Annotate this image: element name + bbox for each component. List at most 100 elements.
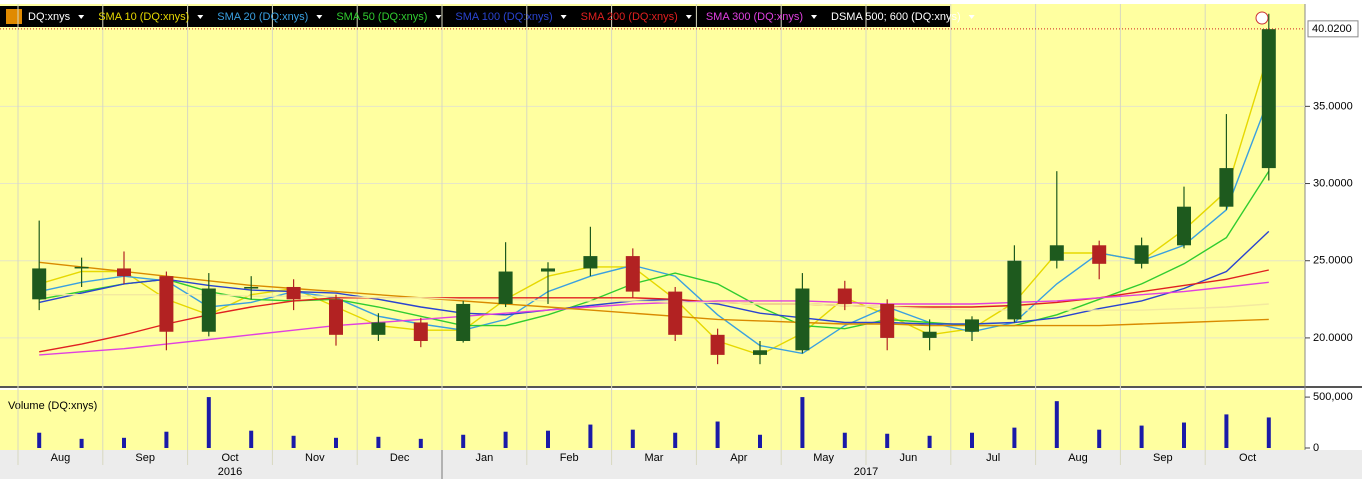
legend-label: DSMA 500; 600 (DQ:xnys) bbox=[831, 11, 961, 23]
volume-bar bbox=[800, 397, 805, 448]
volume-bar bbox=[715, 421, 720, 448]
volume-bar bbox=[970, 432, 974, 448]
candle-body bbox=[583, 256, 598, 269]
volume-bar bbox=[37, 432, 42, 448]
volume-bar bbox=[1182, 422, 1186, 448]
volume-bar bbox=[1097, 429, 1102, 448]
volume-bar bbox=[334, 437, 338, 448]
legend-dropdown bbox=[197, 15, 204, 19]
candle-body bbox=[795, 288, 810, 351]
x-tick-label: Sep bbox=[1153, 452, 1173, 464]
volume-bar bbox=[546, 430, 550, 448]
candle-body bbox=[668, 291, 683, 335]
y-tick-label: 0 bbox=[1313, 442, 1319, 454]
candle-body bbox=[625, 256, 640, 292]
x-tick-label: Nov bbox=[305, 452, 325, 464]
legend-dropdown bbox=[78, 15, 85, 19]
candle-body bbox=[965, 319, 979, 332]
candle-body bbox=[710, 334, 725, 355]
volume-bar bbox=[927, 435, 932, 448]
volume-bar bbox=[1266, 417, 1271, 448]
x-tick-label: May bbox=[813, 452, 834, 464]
legend-dropdown bbox=[685, 15, 692, 19]
x-tick-label: Mar bbox=[645, 452, 664, 464]
candle-body bbox=[753, 350, 767, 355]
candle-body bbox=[498, 271, 513, 304]
x-tick-label: Dec bbox=[390, 452, 410, 464]
volume-bar bbox=[1054, 401, 1059, 448]
volume-bar bbox=[1012, 427, 1017, 448]
x-tick-label: Aug bbox=[1068, 452, 1088, 464]
candle-body bbox=[74, 266, 89, 269]
year-label: 2016 bbox=[218, 466, 242, 478]
candle-body bbox=[1092, 245, 1107, 264]
candle-body bbox=[1177, 206, 1191, 246]
clock-icon bbox=[1255, 11, 1269, 25]
legend-dropdown bbox=[811, 15, 818, 19]
legend-dropdown bbox=[560, 15, 567, 19]
candle-body bbox=[1134, 245, 1149, 264]
candle-body bbox=[371, 322, 386, 335]
y-tick-label: 20.0000 bbox=[1313, 332, 1353, 344]
candle-body bbox=[201, 288, 216, 332]
y-tick-label: 35.0000 bbox=[1313, 100, 1353, 112]
volume-bar bbox=[418, 438, 423, 448]
year-label: 2017 bbox=[854, 466, 878, 478]
x-axis-strip bbox=[0, 450, 1362, 479]
legend-label: SMA 200 (DQ:xnys) bbox=[581, 11, 678, 23]
candle-body bbox=[922, 331, 937, 338]
x-tick-label: Sep bbox=[135, 452, 155, 464]
last-price-box bbox=[1307, 20, 1359, 38]
volume-bar bbox=[673, 432, 678, 448]
volume-bar bbox=[376, 436, 381, 448]
volume-bar bbox=[842, 432, 847, 448]
volume-title: Volume (DQ:xnys) bbox=[8, 400, 97, 412]
last-price-label: 40.0200 bbox=[1312, 23, 1352, 35]
x-tick-label: Jul bbox=[986, 452, 1000, 464]
legend-label: SMA 10 (DQ:xnys) bbox=[98, 11, 189, 23]
candle-body bbox=[117, 268, 131, 277]
x-tick-label: Aug bbox=[51, 452, 71, 464]
volume-bar bbox=[206, 397, 211, 448]
moving-average-line bbox=[39, 281, 1269, 356]
volume-bar bbox=[503, 431, 508, 448]
volume-bar bbox=[1139, 425, 1144, 448]
candle-body bbox=[413, 322, 428, 342]
candle-body bbox=[1219, 168, 1234, 207]
volume-bar bbox=[630, 429, 635, 448]
y-tick-label: 30.0000 bbox=[1313, 177, 1353, 189]
moving-average-line bbox=[39, 269, 1269, 353]
y-tick-label: 500,000 bbox=[1313, 391, 1353, 403]
moving-average-line bbox=[39, 170, 1270, 330]
legend-strip bbox=[0, 6, 950, 27]
x-tick-label: Oct bbox=[221, 452, 238, 464]
candle-body bbox=[880, 303, 895, 338]
eq-icon bbox=[6, 9, 22, 24]
volume-bar bbox=[588, 424, 593, 448]
legend-dropdown bbox=[435, 15, 442, 19]
x-tick-label: Jan bbox=[476, 452, 494, 464]
volume-bar bbox=[461, 434, 466, 448]
candle-body bbox=[837, 288, 852, 304]
price-panel bbox=[0, 4, 1305, 386]
volume-bar bbox=[164, 431, 169, 448]
candle-body bbox=[329, 299, 343, 335]
moving-average-line bbox=[39, 230, 1270, 325]
candle-body bbox=[456, 303, 471, 342]
candle-body bbox=[1007, 260, 1022, 320]
legend-dropdown bbox=[316, 15, 323, 19]
legend-label: SMA 50 (DQ:xnys) bbox=[336, 11, 427, 23]
legend-label: SMA 20 (DQ:xnys) bbox=[217, 11, 308, 23]
volume-bar bbox=[885, 433, 890, 448]
candle-body bbox=[1261, 29, 1276, 169]
volume-bar bbox=[1224, 414, 1229, 448]
candle-body bbox=[286, 286, 301, 300]
moving-average-line bbox=[39, 294, 1269, 311]
candle-body bbox=[159, 276, 174, 332]
x-tick-label: Feb bbox=[560, 452, 579, 464]
moving-average-line bbox=[39, 261, 1269, 327]
volume-bar bbox=[249, 430, 254, 448]
volume-bar bbox=[79, 438, 84, 448]
x-tick-label: Oct bbox=[1239, 452, 1256, 464]
